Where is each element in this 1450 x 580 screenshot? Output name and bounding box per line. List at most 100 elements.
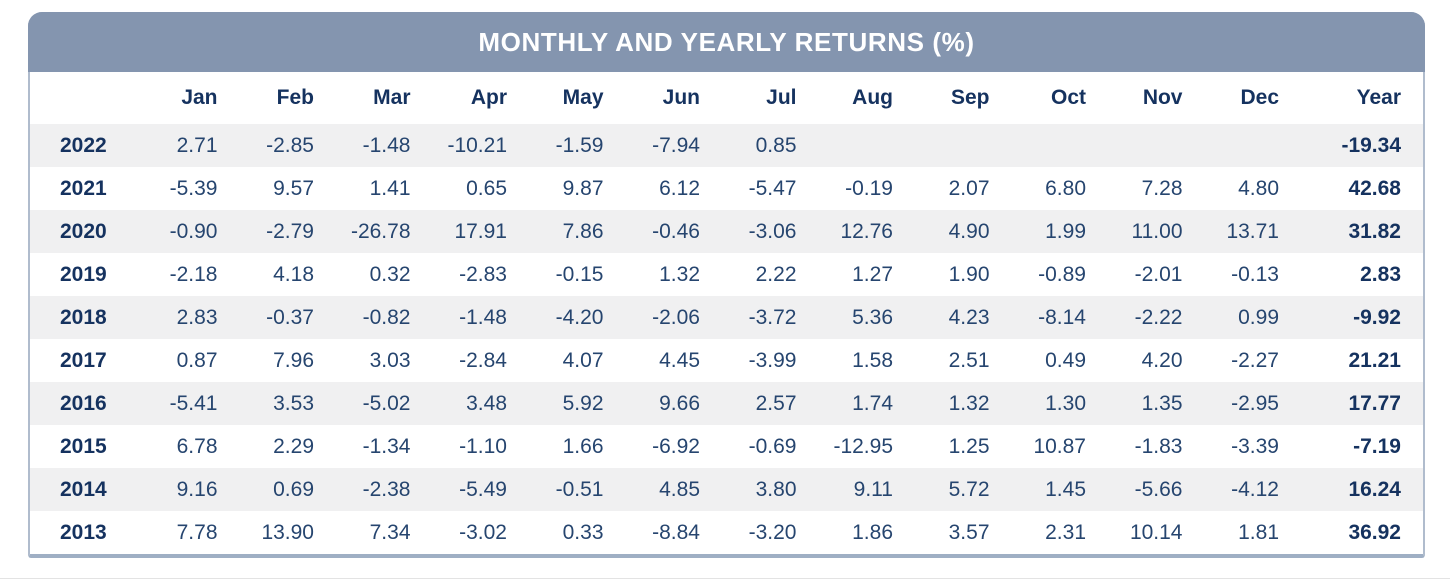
cell-2017-jun: 4.45 (659, 348, 700, 372)
table-row-2022: 2022 2.71 -2.85 -1.48 -10.21 -1.59 -7.94 0.85 -1… (30, 124, 1423, 167)
cell-2021-may: 9.87 (562, 176, 604, 200)
cell-2019-jul: 2.22 (755, 262, 797, 286)
cell-2013-nov: 10.14 (1129, 520, 1183, 544)
cell-2022-year-total: -19.34 (1341, 133, 1401, 157)
col-header-dec: Dec (1240, 86, 1279, 109)
cell-2015-jul: -0.69 (748, 434, 797, 458)
cell-2021-jun: 6.12 (659, 176, 700, 200)
cell-2013-dec: 1.81 (1238, 520, 1279, 544)
cell-2022-dec (1205, 124, 1302, 167)
cell-2014-dec: -4.12 (1231, 477, 1279, 501)
col-header-oct: Oct (1050, 86, 1086, 109)
cell-2021-sep: 2.07 (948, 176, 990, 200)
returns-card: MONTHLY AND YEARLY RETURNS (%) Jan Feb Mar… (28, 12, 1425, 558)
cell-2015-may: 1.66 (562, 434, 604, 458)
cell-2013-oct: 2.31 (1045, 520, 1086, 544)
table-title: MONTHLY AND YEARLY RETURNS (%) (478, 26, 975, 57)
cell-2016-dec: -2.95 (1231, 391, 1279, 415)
cell-2013-jan: 7.78 (176, 520, 218, 544)
cell-2018-aug: 5.36 (852, 305, 893, 329)
table-row-2019: 2019 -2.18 4.18 0.32 -2.83 -0.15 1.32 2.22 1.27 1… (30, 253, 1423, 296)
cell-2022-oct (1012, 124, 1109, 167)
cell-2019-apr: -2.83 (459, 262, 507, 286)
cell-2022-apr: -10.21 (447, 133, 507, 157)
col-header-feb: Feb (276, 86, 314, 109)
returns-table: Jan Feb Mar Apr May Jun Jul Aug Sep Oct Nov Dec Year… (30, 72, 1423, 554)
cell-2013-jul: -3.20 (748, 520, 797, 544)
cell-2017-mar: 3.03 (369, 348, 411, 372)
cell-2015-nov: -1.83 (1134, 434, 1183, 458)
cell-2019-jan: -2.18 (169, 262, 218, 286)
cell-2016-aug: 1.74 (852, 391, 893, 415)
table-row-2013: 2013 7.78 13.90 7.34 -3.02 0.33 -8.84 -3.20 1.86… (30, 511, 1423, 554)
cell-2015-feb: 2.29 (273, 434, 314, 458)
table-row-2021: 2021 -5.39 9.57 1.41 0.65 9.87 6.12 -5.47 -0.19 2… (30, 167, 1423, 210)
table-row-2015: 2015 6.78 2.29 -1.34 -1.10 1.66 -6.92 -0.69 -12.… (30, 425, 1423, 468)
cell-2018-jul: -3.72 (748, 305, 797, 329)
cell-2017-feb: 7.96 (273, 348, 314, 372)
cell-2014-aug: 9.11 (853, 477, 893, 501)
table-row-2016: 2016 -5.41 3.53 -5.02 3.48 5.92 9.66 2.57 1.74 1.… (30, 382, 1423, 425)
cell-2021-mar: 1.41 (369, 176, 411, 200)
cell-2019-mar: 0.32 (369, 262, 411, 286)
row-year-label: 2021 (60, 176, 107, 200)
cell-2016-jun: 9.66 (659, 391, 700, 415)
cell-2021-apr: 0.65 (466, 176, 507, 200)
cell-2017-apr: -2.84 (459, 348, 507, 372)
cell-2019-nov: -2.01 (1134, 262, 1183, 286)
cell-2018-mar: -0.82 (362, 305, 411, 329)
cell-2019-jun: 1.32 (659, 262, 700, 286)
cell-2016-apr: 3.48 (466, 391, 507, 415)
row-year-label: 2015 (60, 434, 107, 458)
cell-2013-year-total: 36.92 (1348, 520, 1401, 544)
cell-2017-year-total: 21.21 (1348, 348, 1401, 372)
cell-2018-apr: -1.48 (459, 305, 507, 329)
cell-2013-sep: 3.57 (948, 520, 990, 544)
cell-2022-mar: -1.48 (362, 133, 411, 157)
cell-2015-apr: -1.10 (459, 434, 507, 458)
col-header-may: May (562, 86, 604, 109)
cell-2016-feb: 3.53 (273, 391, 314, 415)
table-title-bar: MONTHLY AND YEARLY RETURNS (%) (28, 12, 1425, 72)
cell-2016-nov: 1.35 (1141, 391, 1183, 415)
col-header-jan: Jan (181, 86, 218, 109)
cell-2016-sep: 1.32 (948, 391, 990, 415)
cell-2013-aug: 1.86 (852, 520, 893, 544)
cell-2018-nov: -2.22 (1134, 305, 1183, 329)
col-header-apr: Apr (470, 86, 507, 109)
cell-2020-jun: -0.46 (652, 219, 700, 243)
cell-2019-may: -0.15 (555, 262, 604, 286)
col-header-blank (30, 72, 143, 124)
col-header-sep: Sep (950, 86, 990, 109)
cell-2013-may: 0.33 (562, 520, 604, 544)
cell-2014-apr: -5.49 (459, 477, 507, 501)
cell-2017-may: 4.07 (562, 348, 604, 372)
cell-2014-jun: 4.85 (659, 477, 700, 501)
cell-2016-mar: -5.02 (362, 391, 411, 415)
cell-2022-may: -1.59 (555, 133, 604, 157)
cell-2022-jun: -7.94 (652, 133, 700, 157)
col-header-mar: Mar (373, 86, 411, 109)
cell-2021-nov: 7.28 (1141, 176, 1183, 200)
cell-2021-year-total: 42.68 (1348, 176, 1401, 200)
cell-2022-sep (915, 124, 1012, 167)
row-year-label: 2020 (60, 219, 107, 243)
cell-2015-dec: -3.39 (1231, 434, 1279, 458)
cell-2015-mar: -1.34 (362, 434, 411, 458)
cell-2016-jan: -5.41 (169, 391, 218, 415)
col-header-jun: Jun (662, 86, 700, 109)
table-row-2017: 2017 0.87 7.96 3.03 -2.84 4.07 4.45 -3.99 1.58 2.… (30, 339, 1423, 382)
table-row-2014: 2014 9.16 0.69 -2.38 -5.49 -0.51 4.85 3.80 9.11 5… (30, 468, 1423, 511)
cell-2017-sep: 2.51 (948, 348, 990, 372)
table-row-2020: 2020 -0.90 -2.79 -26.78 17.91 7.86 -0.46 -3.06 1… (30, 210, 1423, 253)
cell-2018-may: -4.20 (555, 305, 604, 329)
cell-2018-dec: 0.99 (1238, 305, 1279, 329)
cell-2014-year-total: 16.24 (1348, 477, 1401, 501)
cell-2017-jan: 0.87 (176, 348, 218, 372)
cell-2013-feb: 13.90 (261, 520, 314, 544)
col-header-jul: Jul (766, 86, 797, 109)
cell-2013-mar: 7.34 (369, 520, 411, 544)
cell-2021-oct: 6.80 (1045, 176, 1086, 200)
cell-2020-feb: -2.79 (266, 219, 314, 243)
